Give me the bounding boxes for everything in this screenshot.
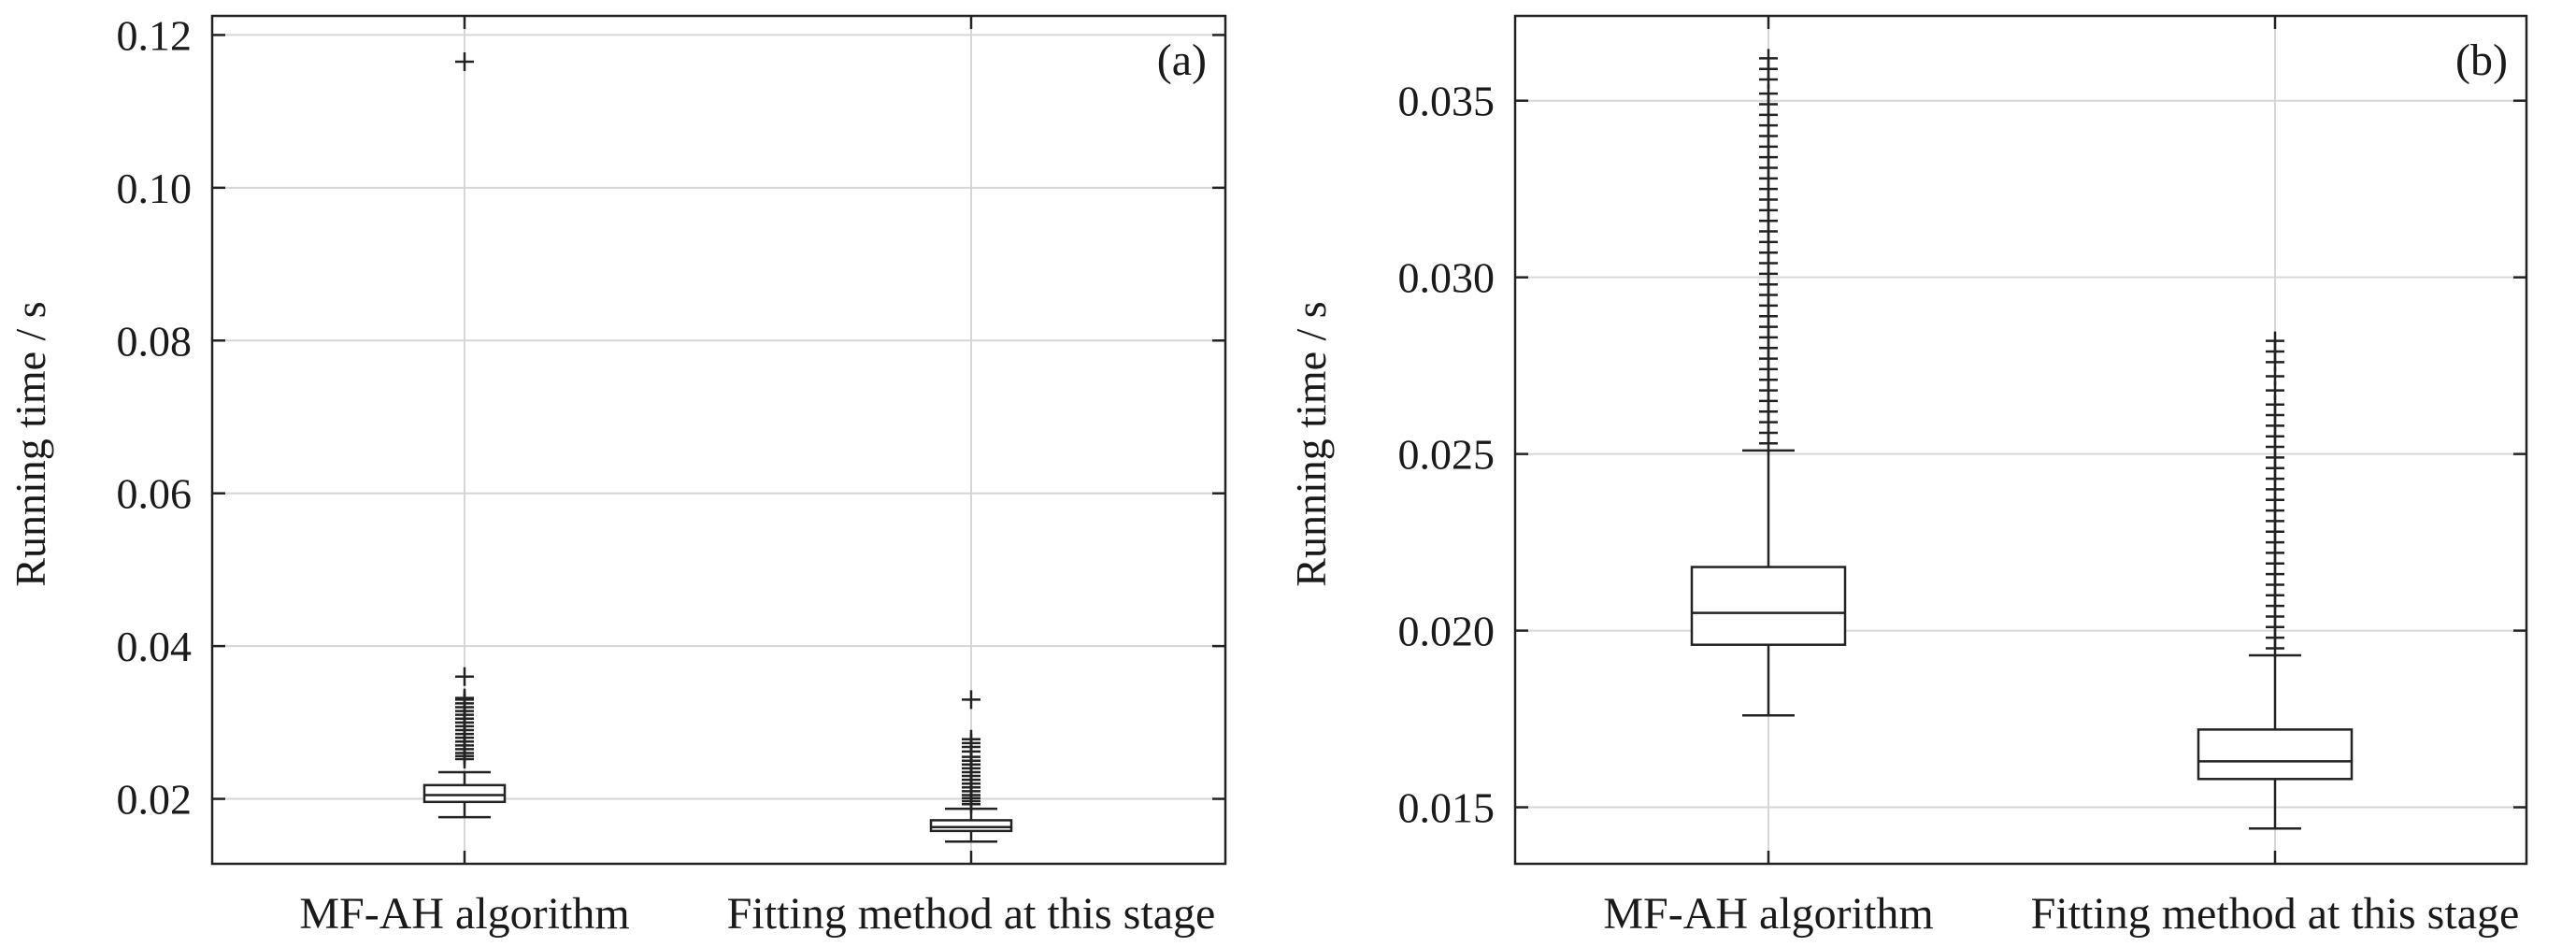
x-category-label: Fitting method at this stage xyxy=(2031,889,2520,939)
x-category-label: Fitting method at this stage xyxy=(727,889,1216,939)
plot-frame xyxy=(210,14,1227,866)
panel-label: (a) xyxy=(1157,36,1207,85)
y-tick-label: 0.030 xyxy=(1398,254,1496,302)
y-tick-label: 0.035 xyxy=(1398,78,1496,125)
y-tick-label: 0.015 xyxy=(1398,784,1496,832)
outlier-marker xyxy=(455,688,474,708)
y-tick-label: 0.06 xyxy=(117,470,193,518)
y-tick-label: 0.020 xyxy=(1398,608,1496,655)
panel-a: 0.02 0.04 0.06 0.08 0.10 0.12 MF-AH algorithm F… xyxy=(7,11,1227,939)
x-category-label: MF-AH algorithm xyxy=(299,889,629,939)
outlier-marker xyxy=(2266,331,2284,351)
y-tick-label: 0.04 xyxy=(117,623,193,670)
y-tick-label: 0.025 xyxy=(1398,431,1496,479)
box-iqr xyxy=(929,819,1013,833)
plot-frame xyxy=(1513,14,2528,866)
x-category-label: MF-AH algorithm xyxy=(1603,889,1933,939)
outlier-marker xyxy=(455,667,474,686)
y-axis-label: Running time / s xyxy=(1287,301,1335,586)
y-tick-label: 0.12 xyxy=(117,11,193,59)
box-iqr xyxy=(422,783,507,804)
panel-b: 0.015 0.020 0.025 0.030 0.035 MF-AH algorithm… xyxy=(1287,14,2528,939)
y-tick-label: 0.08 xyxy=(117,317,193,365)
y-axis-label: Running time / s xyxy=(7,301,54,586)
panel-label: (b) xyxy=(2455,36,2508,85)
outlier-marker xyxy=(962,690,980,710)
y-tick-label: 0.10 xyxy=(117,165,193,212)
outlier-marker xyxy=(455,52,474,72)
outlier-marker xyxy=(962,729,980,749)
box-iqr xyxy=(2197,728,2354,781)
outlier-marker xyxy=(1759,49,1778,68)
box-iqr xyxy=(1690,566,1847,646)
y-tick-label: 0.02 xyxy=(117,776,193,824)
